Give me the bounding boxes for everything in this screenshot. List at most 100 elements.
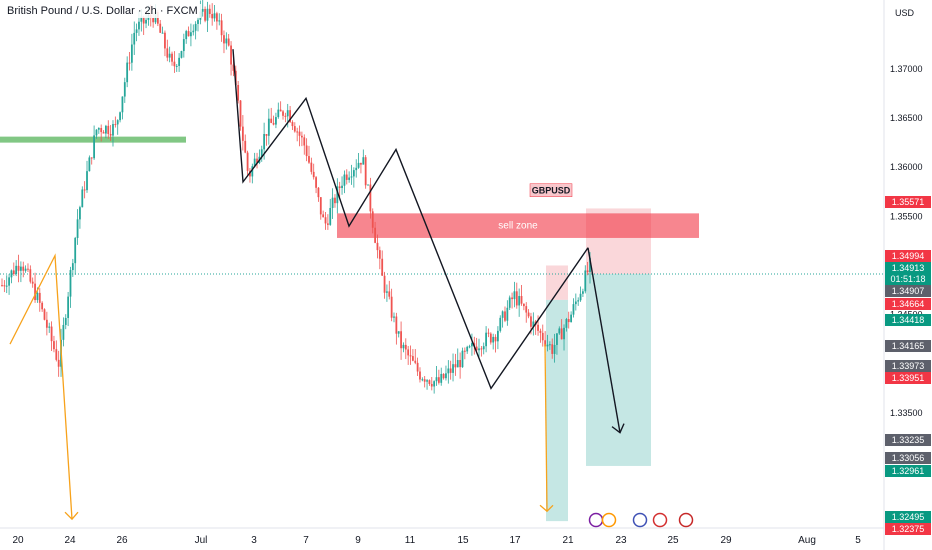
candle-body	[86, 171, 88, 191]
candle-body	[567, 319, 570, 323]
candle-body	[489, 333, 492, 343]
price-label: 1.35571	[885, 196, 931, 208]
candle-body	[76, 219, 79, 238]
x-tick-label: 25	[667, 535, 679, 546]
candle-body	[589, 257, 591, 272]
symbol-tag-text: GBPUSD	[532, 186, 571, 196]
candle-body	[128, 62, 131, 64]
candle-body	[468, 346, 471, 348]
price-label-bg	[885, 511, 931, 523]
candle-body	[482, 346, 485, 350]
candle-body	[116, 120, 119, 125]
x-tick-label: 9	[355, 535, 361, 546]
price-label: 1.33973	[885, 360, 931, 372]
price-label: 1.34907	[885, 285, 931, 297]
price-label-text: 1.34418	[892, 315, 925, 325]
candle-body	[251, 166, 254, 177]
y-tick-label: 1.36000	[890, 162, 923, 172]
candle-body	[402, 344, 405, 349]
x-tick-label: 23	[615, 535, 627, 546]
candle-body	[305, 145, 308, 157]
candle-body	[34, 283, 36, 301]
candle-body	[286, 110, 289, 117]
candle-body	[513, 291, 516, 300]
candle-body	[463, 350, 466, 352]
candle-body	[301, 135, 303, 138]
candle-body	[558, 328, 561, 334]
candle-body	[541, 332, 544, 341]
candle-body	[471, 343, 473, 347]
candle-body	[119, 112, 121, 121]
candle-body	[395, 316, 398, 334]
price-label-bg	[885, 372, 931, 384]
candle-body	[192, 30, 195, 33]
candle-body	[5, 285, 8, 287]
candle-body	[378, 250, 381, 259]
price-label-text: 1.34913	[892, 263, 925, 273]
candle-body	[142, 16, 145, 24]
candle-body	[487, 332, 490, 334]
candle-body	[518, 296, 521, 306]
candle-body	[100, 128, 103, 133]
candle-body	[548, 344, 551, 346]
candle-body	[270, 118, 273, 123]
candle-body	[140, 16, 143, 22]
candle-body	[256, 158, 258, 163]
candle-body	[362, 157, 365, 165]
candle-body	[95, 129, 98, 136]
candle-body	[364, 157, 367, 186]
price-label-text: 1.32375	[892, 524, 925, 534]
candle-body	[442, 373, 445, 379]
candle-body	[426, 380, 428, 382]
candle-body	[291, 122, 294, 127]
candle-body	[213, 13, 216, 19]
candle-body	[114, 124, 117, 126]
price-label-text: 1.33235	[892, 435, 925, 445]
projection-arrowhead	[611, 423, 625, 434]
candle-body	[296, 131, 299, 133]
x-tick-label: 24	[64, 535, 76, 546]
x-tick-label: Jul	[195, 535, 208, 546]
candle-body	[421, 379, 424, 381]
price-label: 01:51:18	[885, 273, 931, 285]
candle-body	[24, 268, 27, 271]
price-label-text: 1.33973	[892, 361, 925, 371]
candle-body	[563, 327, 565, 340]
candle-body	[560, 328, 563, 340]
candle-body	[331, 197, 334, 208]
candle-body	[303, 137, 306, 146]
candle-body	[204, 8, 206, 21]
candle-body	[452, 364, 454, 373]
candle-body	[67, 296, 70, 318]
candle-body	[29, 269, 32, 282]
price-label: 1.32961	[885, 465, 931, 477]
candle-body	[570, 314, 573, 323]
candle-body	[17, 265, 20, 271]
candle-body	[194, 23, 197, 31]
candle-body	[185, 31, 188, 40]
candle-body	[215, 13, 218, 22]
candle-body	[173, 61, 176, 67]
price-label: 1.34994	[885, 250, 931, 262]
candle-body	[428, 380, 431, 384]
candle-body	[315, 177, 317, 188]
candle-body	[237, 85, 240, 101]
candle-body	[475, 346, 478, 351]
price-label: 1.32375	[885, 523, 931, 535]
candle-body	[414, 360, 417, 363]
x-tick-label: 21	[562, 535, 574, 546]
symbol-title[interactable]: British Pound / U.S. Dollar · 2h · FXCM	[4, 4, 201, 18]
candle-body	[393, 316, 395, 318]
candle-body	[267, 118, 270, 136]
sell-zone-label: sell zone	[498, 221, 538, 232]
candle-body	[41, 302, 44, 310]
candle-body	[530, 316, 532, 327]
candle-body	[459, 360, 462, 368]
candle-body	[409, 355, 412, 357]
candle-body	[388, 291, 391, 297]
price-label-text: 1.33951	[892, 373, 925, 383]
currency-label: USD	[895, 8, 915, 18]
candle-body	[574, 301, 577, 305]
